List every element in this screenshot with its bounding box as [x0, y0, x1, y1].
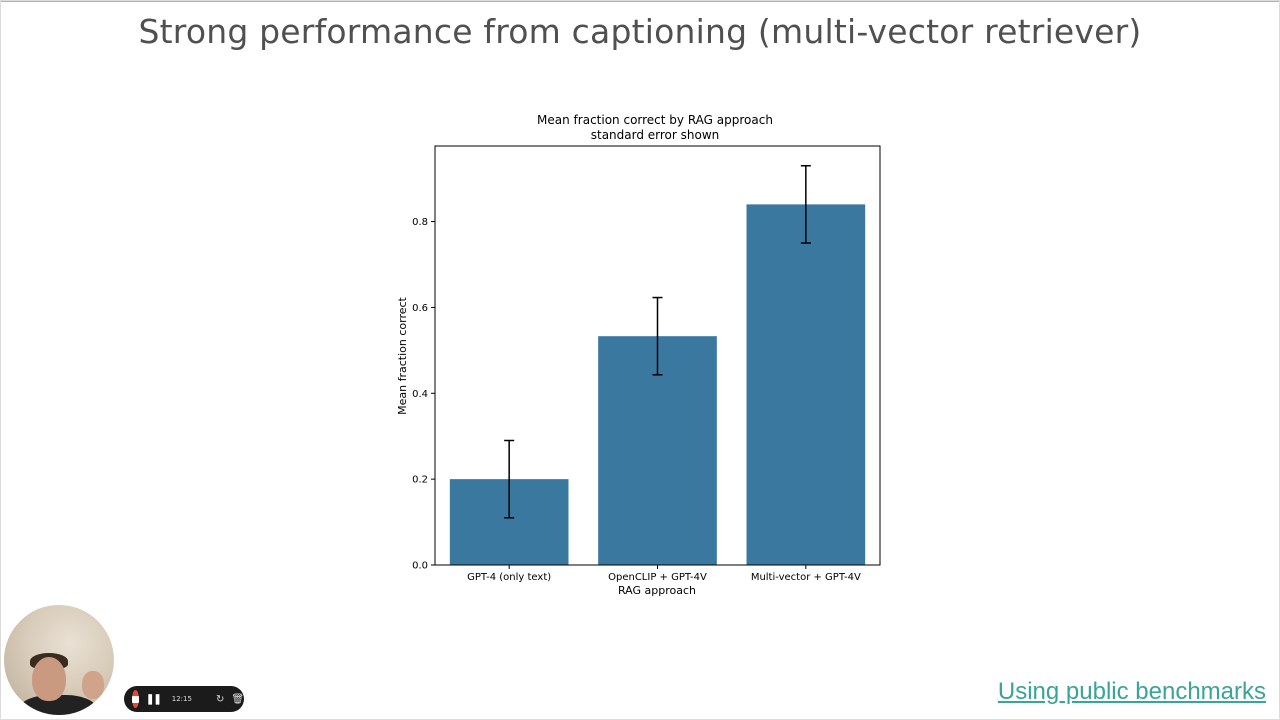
y-tick-label-4: 0.8: [412, 217, 428, 228]
x-tick-label-1: OpenCLIP + GPT-4V: [608, 572, 707, 583]
y-tick-label-0: 0.0: [412, 561, 428, 572]
webcam-overlay: [4, 605, 114, 715]
presenter-hand: [82, 671, 104, 699]
chart-title: Mean fraction correct by RAG approach: [537, 113, 773, 127]
x-axis-label: RAG approach: [618, 584, 696, 597]
y-tick-label-2: 0.4: [412, 389, 428, 400]
recording-controls: ❚❚ 12:15 ↻ 🗑: [124, 686, 244, 712]
restart-icon[interactable]: ↻: [215, 693, 225, 705]
x-tick-label-0: GPT-4 (only text): [467, 572, 551, 583]
presenter-body: [18, 695, 98, 715]
trash-icon[interactable]: 🗑: [231, 693, 245, 705]
bar-2: [746, 204, 866, 565]
pause-icon[interactable]: ❚❚: [146, 693, 162, 705]
y-tick-label-3: 0.6: [412, 303, 428, 314]
x-tick-label-2: Multi-vector + GPT-4V: [751, 572, 861, 583]
bars-layer: [449, 164, 866, 565]
y-tick-label-1: 0.2: [412, 475, 428, 486]
slide-title: Strong performance from captioning (mult…: [138, 12, 1142, 51]
top-accent-line: [0, 0, 1280, 2]
presenter-face: [32, 657, 66, 701]
stop-icon[interactable]: [132, 690, 139, 708]
public-benchmarks-link[interactable]: Using public benchmarks: [997, 678, 1266, 705]
chart-subtitle: standard error shown: [591, 128, 720, 142]
axis-layer: GPT-4 (only text) OpenCLIP + GPT-4V Multi-…: [412, 217, 861, 583]
recording-time: 12:15: [171, 695, 192, 703]
y-axis-label: Mean fraction correct: [396, 296, 409, 414]
